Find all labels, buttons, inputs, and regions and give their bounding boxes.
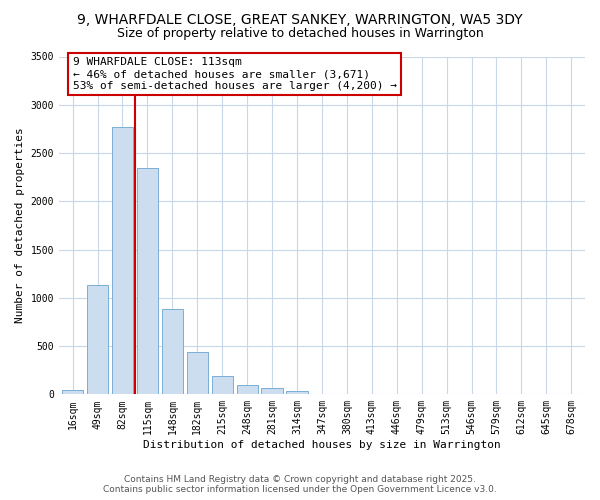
Text: Contains HM Land Registry data © Crown copyright and database right 2025.
Contai: Contains HM Land Registry data © Crown c… [103,474,497,494]
Y-axis label: Number of detached properties: Number of detached properties [15,128,25,324]
Bar [187,352,208,395]
Bar [87,286,108,395]
Bar [137,168,158,394]
Bar [112,127,133,394]
Bar [286,392,308,394]
Bar [236,384,258,394]
Bar [212,376,233,394]
Text: Size of property relative to detached houses in Warrington: Size of property relative to detached ho… [116,28,484,40]
Bar [162,310,183,394]
Bar [262,388,283,394]
Text: 9 WHARFDALE CLOSE: 113sqm
← 46% of detached houses are smaller (3,671)
53% of se: 9 WHARFDALE CLOSE: 113sqm ← 46% of detac… [73,58,397,90]
Text: 9, WHARFDALE CLOSE, GREAT SANKEY, WARRINGTON, WA5 3DY: 9, WHARFDALE CLOSE, GREAT SANKEY, WARRIN… [77,12,523,26]
Bar [62,390,83,394]
X-axis label: Distribution of detached houses by size in Warrington: Distribution of detached houses by size … [143,440,501,450]
